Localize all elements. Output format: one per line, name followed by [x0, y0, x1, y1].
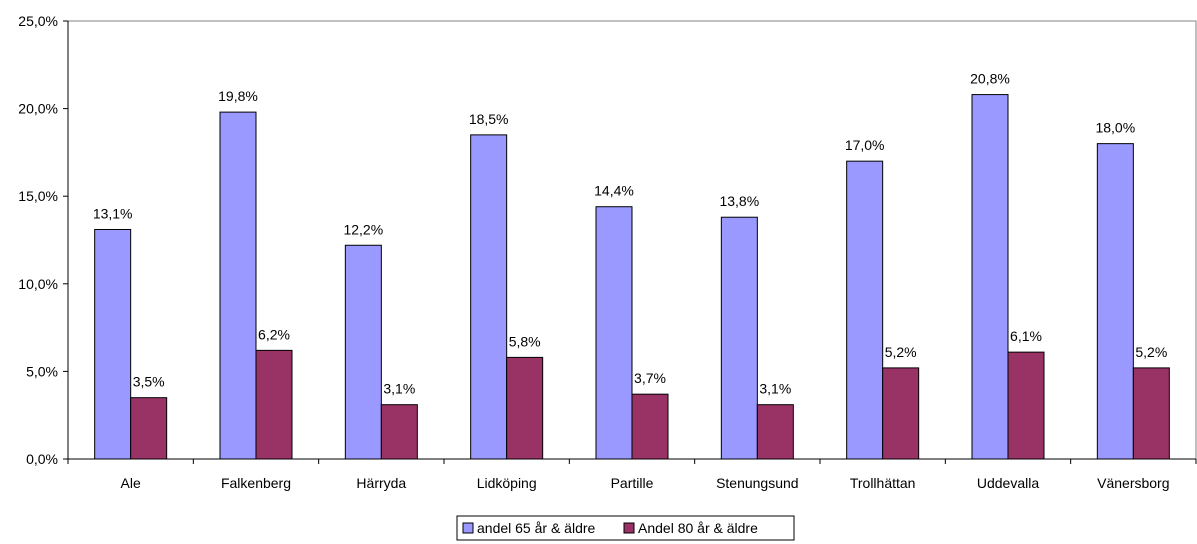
bar-80: [506, 356, 544, 460]
legend-swatch: [462, 522, 474, 534]
data-label: 13,8%: [719, 193, 759, 209]
bar-80: [380, 404, 418, 460]
legend: andel 65 år & äldre Andel 80 år & äldre: [456, 515, 795, 541]
y-tick-label: 25,0%: [18, 13, 58, 29]
y-tick-label: 20,0%: [18, 101, 58, 117]
x-tick-label: Partille: [611, 475, 654, 491]
data-labels: 13,1% 3,5% 19,8% 6,2% 12,2% 3,1% 18,5% 5,8% 14,4…: [93, 71, 1167, 397]
bar-65: [971, 94, 1009, 460]
data-label: 18,0%: [1095, 120, 1135, 136]
data-label: 3,5%: [133, 374, 165, 390]
legend-label: andel 65 år & äldre: [477, 520, 596, 536]
x-tick-label: Falkenberg: [221, 475, 291, 491]
bar-65: [846, 160, 884, 460]
x-axis: Ale Falkenberg Härryda Lidköping Partille Ste…: [67, 458, 1197, 491]
data-label: 13,1%: [93, 205, 133, 221]
legend-swatch: [623, 522, 635, 534]
bars: [94, 94, 1170, 460]
bar-65: [720, 216, 758, 460]
data-label: 17,0%: [845, 137, 885, 153]
data-label: 19,8%: [218, 88, 258, 104]
y-tick-label: 5,0%: [26, 363, 58, 379]
x-tick-label: Stenungsund: [716, 475, 799, 491]
data-label: 5,2%: [885, 344, 917, 360]
y-tick-label: 10,0%: [18, 276, 58, 292]
bar-80: [756, 404, 794, 460]
y-tick-label: 15,0%: [18, 188, 58, 204]
x-tick-label: Trollhättan: [850, 475, 916, 491]
bar-65: [94, 228, 132, 460]
bar-65: [344, 244, 382, 460]
x-tick-label: Lidköping: [477, 475, 537, 491]
data-label: 3,1%: [759, 381, 791, 397]
y-axis: 0,0% 5,0% 10,0% 15,0% 20,0% 25,0%: [18, 13, 69, 467]
x-tick-label: Härryda: [356, 475, 406, 491]
data-label: 6,1%: [1010, 328, 1042, 344]
bar-80: [1132, 367, 1170, 460]
data-label: 3,1%: [383, 381, 415, 397]
data-label: 14,4%: [594, 183, 634, 199]
bar-80: [255, 349, 293, 460]
data-label: 6,2%: [258, 326, 290, 342]
bar-80: [882, 367, 920, 460]
bar-65: [470, 134, 508, 460]
x-tick-label: Ale: [121, 475, 141, 491]
bar-65: [1096, 143, 1134, 460]
data-label: 12,2%: [343, 221, 383, 237]
bar-65: [219, 111, 257, 460]
y-tick-label: 0,0%: [26, 451, 58, 467]
bar-80: [631, 393, 669, 460]
data-label: 3,7%: [634, 370, 666, 386]
data-label: 5,2%: [1135, 344, 1167, 360]
x-tick-label: Vänersborg: [1097, 475, 1169, 491]
data-label: 5,8%: [509, 333, 541, 349]
legend-label: Andel 80 år & äldre: [638, 520, 758, 536]
bar-80: [1007, 351, 1045, 460]
x-tick-label: Uddevalla: [977, 475, 1039, 491]
data-label: 20,8%: [970, 71, 1010, 87]
bar-65: [595, 206, 633, 460]
data-label: 18,5%: [469, 111, 509, 127]
bar-80: [130, 397, 168, 460]
